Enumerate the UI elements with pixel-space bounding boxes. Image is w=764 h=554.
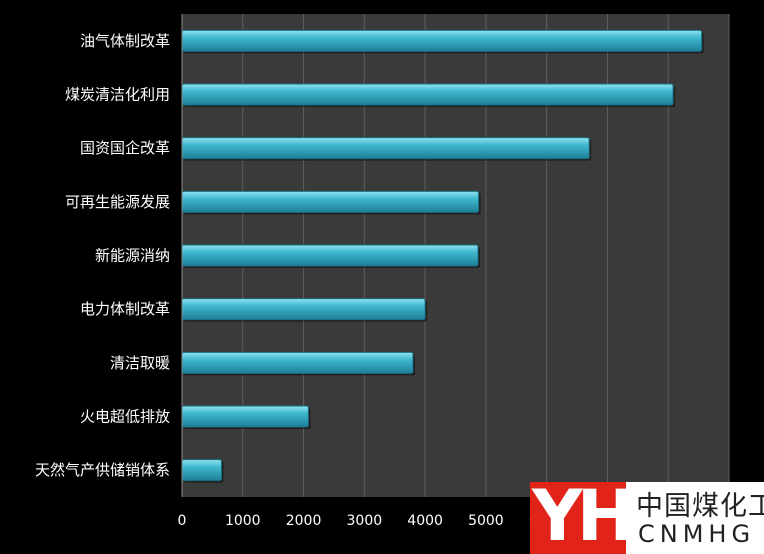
- bar: [181, 298, 426, 321]
- category-label: 油气体制改革: [80, 32, 170, 50]
- bar: [181, 83, 674, 106]
- bar: [181, 459, 223, 482]
- category-label: 新能源消纳: [95, 247, 170, 265]
- watermark-name-en: CNMHG: [638, 520, 756, 548]
- bar: [181, 137, 590, 160]
- watermark-logo-text: YH: [532, 482, 626, 554]
- x-tick-label: 1000: [225, 513, 261, 529]
- x-tick-label: 2000: [286, 513, 322, 529]
- x-tick-label: 3000: [347, 513, 383, 529]
- category-label: 电力体制改革: [80, 300, 170, 318]
- x-tick-label: 0: [178, 513, 187, 529]
- bar: [181, 190, 480, 213]
- watermark-logo: YH 中国煤化工 CNMHG: [530, 482, 764, 554]
- category-label: 天然气产供储销体系: [35, 461, 170, 479]
- x-tick-label: 4000: [407, 513, 443, 529]
- bar: [181, 244, 479, 267]
- bar: [181, 351, 414, 374]
- bar: [181, 29, 703, 52]
- category-label: 火电超低排放: [80, 408, 170, 426]
- category-label: 煤炭清洁化利用: [65, 86, 170, 104]
- category-label: 可再生能源发展: [65, 193, 170, 211]
- x-tick-label: 5000: [468, 513, 504, 529]
- watermark-name-cn: 中国煤化工: [636, 491, 764, 522]
- watermark-mark: YH: [530, 482, 626, 554]
- category-labels: 油气体制改革煤炭清洁化利用国资国企改革可再生能源发展新能源消纳电力体制改革清洁取…: [35, 32, 170, 479]
- bars: [181, 29, 704, 483]
- category-label: 国资国企改革: [80, 139, 170, 157]
- bar: [181, 405, 309, 428]
- category-label: 清洁取暖: [110, 354, 170, 372]
